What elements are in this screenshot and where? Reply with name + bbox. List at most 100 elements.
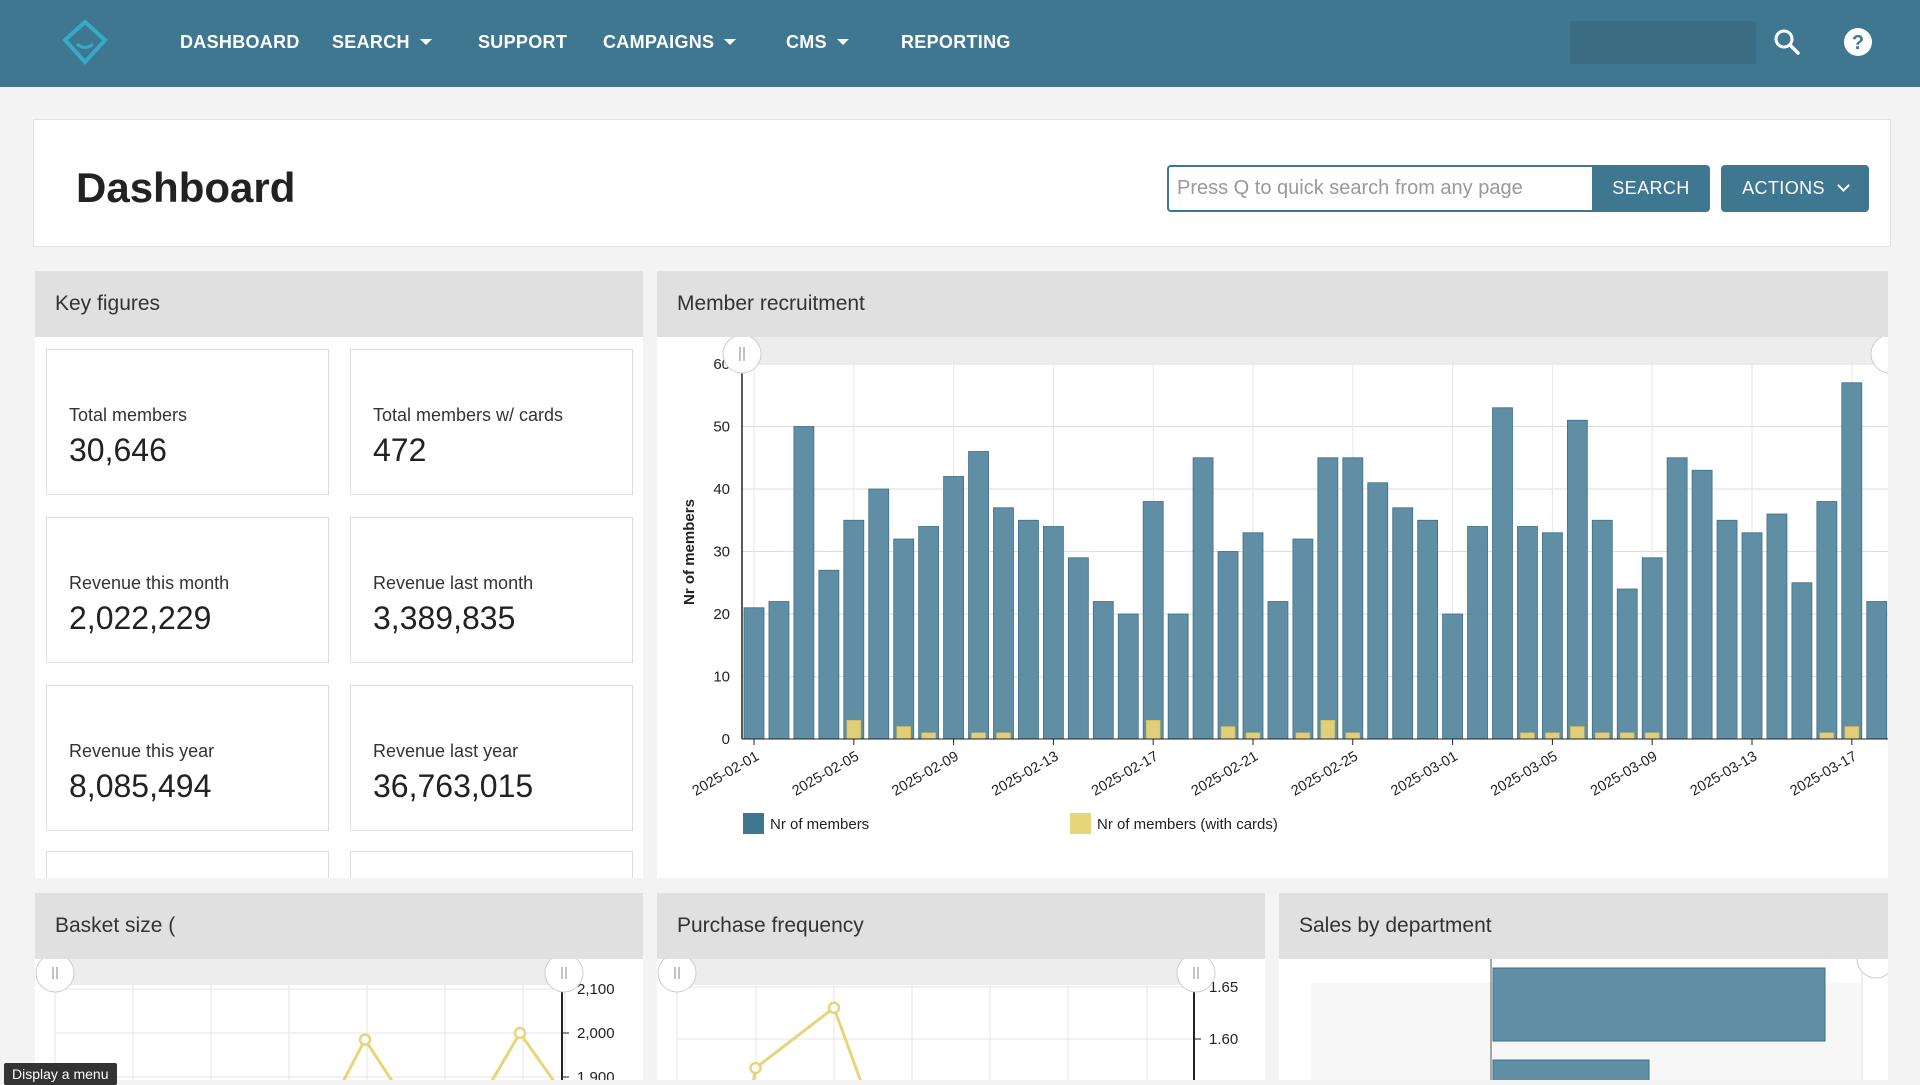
bar-nr-of-members[interactable] (1691, 469, 1713, 740)
bar-nr-of-members-with-cards[interactable] (1594, 732, 1610, 740)
bar-nr-of-members[interactable] (968, 451, 989, 740)
bar-nr-of-members[interactable] (1092, 601, 1114, 740)
bar-nr-of-members-with-cards[interactable] (1545, 732, 1560, 740)
bar-nr-of-members[interactable] (1317, 457, 1339, 740)
bar-nr-of-members[interactable] (1217, 551, 1239, 740)
bar-nr-of-members[interactable] (818, 569, 840, 740)
bar-nr-of-members[interactable] (1841, 382, 1863, 740)
bar-nr-of-members-with-cards[interactable] (896, 726, 911, 740)
bar-nr-of-members[interactable] (1042, 526, 1064, 740)
bar-nr-of-members-with-cards[interactable] (1220, 726, 1236, 740)
bar-nr-of-members[interactable] (1292, 538, 1314, 740)
bar-nr-of-members[interactable] (1866, 601, 1888, 740)
bar-nr-of-members-with-cards[interactable] (1619, 732, 1635, 740)
line-point[interactable] (358, 1033, 372, 1046)
bar-nr-of-members[interactable] (1542, 532, 1563, 740)
bar-nr-of-members-with-cards[interactable] (1320, 719, 1336, 740)
range-handle-right[interactable] (1870, 337, 1888, 374)
bar-nr-of-members[interactable] (1392, 507, 1414, 740)
range-handle-left[interactable] (722, 337, 762, 374)
quick-search-input[interactable] (1167, 165, 1592, 212)
svg-text:?: ? (1852, 32, 1864, 54)
range-scrollbar[interactable] (742, 337, 1888, 364)
bar-nr-of-members-with-cards[interactable] (996, 732, 1011, 740)
bar-nr-of-members[interactable] (918, 526, 940, 740)
bar-nr-of-members-with-cards[interactable] (1345, 732, 1361, 740)
sales-by-department-panel: Sales by department (1279, 893, 1888, 1080)
nav-item-dashboard[interactable]: DASHBOARD (180, 32, 300, 53)
range-handle-right[interactable] (1176, 959, 1216, 993)
range-handle-right[interactable] (544, 959, 584, 993)
x-tick-label: 2025-02-01 (690, 749, 762, 800)
bar-nr-of-members[interactable] (1142, 501, 1164, 740)
bar-nr-of-members-with-cards[interactable] (1145, 719, 1161, 740)
bar-nr-of-members[interactable] (1067, 557, 1089, 740)
bar-nr-of-members[interactable] (1267, 601, 1289, 740)
bar-nr-of-members[interactable] (1117, 613, 1139, 740)
range-scrollbar[interactable] (45, 959, 565, 985)
department-bar[interactable] (1492, 1059, 1650, 1080)
bar-nr-of-members[interactable] (768, 601, 790, 740)
search-button[interactable]: SEARCH (1592, 165, 1710, 212)
search-icon[interactable] (1771, 26, 1803, 58)
bar-nr-of-members-with-cards[interactable] (846, 719, 862, 740)
bar-nr-of-members[interactable] (1716, 519, 1738, 740)
bar-nr-of-members[interactable] (743, 607, 765, 740)
nav-item-campaigns[interactable]: CAMPAIGNS (603, 32, 737, 53)
bar-nr-of-members[interactable] (1192, 457, 1214, 740)
range-handle-left[interactable] (35, 959, 75, 993)
bar-nr-of-members-with-cards[interactable] (971, 732, 986, 740)
range-handle-left[interactable] (657, 959, 697, 993)
bar-nr-of-members[interactable] (1741, 532, 1763, 740)
bar-nr-of-members[interactable] (793, 426, 815, 740)
bar-nr-of-members[interactable] (1517, 526, 1538, 740)
bar-nr-of-members[interactable] (1816, 501, 1838, 740)
bar-nr-of-members[interactable] (1566, 419, 1588, 740)
bar-nr-of-members[interactable] (1766, 513, 1788, 740)
bar-nr-of-members-with-cards[interactable] (1245, 732, 1261, 740)
bar-nr-of-members-with-cards[interactable] (1295, 732, 1311, 740)
line-point[interactable] (827, 1001, 841, 1015)
legend-nr-of-members[interactable]: Nr of members (743, 813, 869, 834)
bar-nr-of-members[interactable] (1591, 519, 1613, 740)
nav-item-support[interactable]: SUPPORT (478, 32, 567, 53)
line-point[interactable] (513, 1026, 527, 1040)
bar-nr-of-members[interactable] (993, 507, 1014, 740)
department-bar[interactable] (1492, 967, 1826, 1042)
logo-icon[interactable] (62, 20, 108, 66)
bar-nr-of-members[interactable] (1342, 457, 1364, 740)
bar-nr-of-members[interactable] (1666, 457, 1688, 740)
panel-title: Member recruitment (677, 292, 865, 315)
bar-nr-of-members[interactable] (893, 538, 915, 740)
bar-nr-of-members[interactable] (1641, 557, 1663, 740)
bar-nr-of-members-with-cards[interactable] (1644, 732, 1660, 740)
bar-nr-of-members[interactable] (1242, 532, 1264, 740)
bar-nr-of-members[interactable] (868, 488, 890, 740)
bar-nr-of-members[interactable] (1467, 526, 1488, 740)
bar-nr-of-members-with-cards[interactable] (921, 732, 936, 740)
bar-nr-of-members[interactable] (1492, 407, 1513, 740)
zoom-handle[interactable] (1856, 959, 1888, 979)
bar-nr-of-members-with-cards[interactable] (1570, 726, 1585, 740)
bar-nr-of-members-with-cards[interactable] (1819, 732, 1835, 740)
bar-nr-of-members[interactable] (1417, 519, 1439, 740)
bar-nr-of-members-with-cards[interactable] (1520, 732, 1535, 740)
bar-nr-of-members[interactable] (943, 476, 965, 740)
nav-item-search[interactable]: SEARCH (332, 32, 432, 53)
bar-nr-of-members[interactable] (1616, 588, 1638, 740)
bar-nr-of-members[interactable] (843, 519, 865, 740)
range-scrollbar[interactable] (677, 959, 1197, 985)
bar-nr-of-members-with-cards[interactable] (1844, 726, 1860, 740)
legend-nr-of-members-with-cards[interactable]: Nr of members (with cards) (1070, 813, 1278, 834)
bar-nr-of-members[interactable] (1442, 613, 1463, 740)
bar-nr-of-members[interactable] (1791, 582, 1813, 740)
bar-nr-of-members[interactable] (1167, 613, 1189, 740)
actions-button[interactable]: ACTIONS (1721, 165, 1869, 212)
bar-nr-of-members[interactable] (1018, 519, 1039, 740)
bar-nr-of-members[interactable] (1367, 482, 1389, 740)
user-menu-box[interactable] (1570, 21, 1756, 64)
help-icon[interactable]: ? (1842, 26, 1874, 58)
nav-item-cms[interactable]: CMS (786, 32, 849, 53)
line-point[interactable] (749, 1061, 762, 1075)
nav-item-reporting[interactable]: REPORTING (901, 32, 1011, 53)
